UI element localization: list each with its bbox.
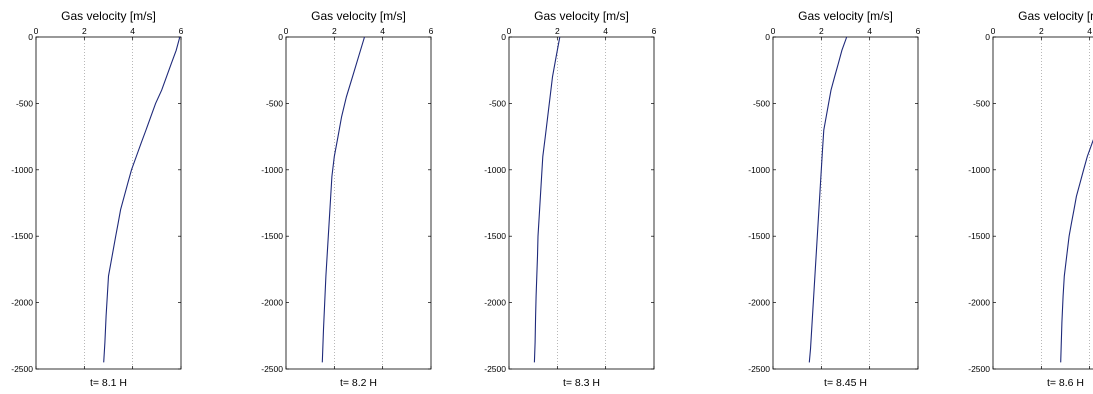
y-tick-label: -2500 (484, 364, 506, 374)
x-tick-label: 0 (34, 26, 39, 36)
chart-title: Gas velocity [m/s] (534, 9, 629, 23)
x-tick-label: 6 (916, 26, 921, 36)
y-tick-label: -500 (973, 98, 990, 108)
plot-frame (508, 36, 655, 370)
y-tick-label: -1500 (11, 231, 33, 241)
chart-panel-2: Gas velocity [m/s] 0 2 4 6 0 -500 -1000 -1500 -20… (261, 9, 433, 389)
y-tick-label: -1500 (484, 231, 506, 241)
x-tick-label: 4 (130, 26, 135, 36)
y-tick-label: -500 (489, 98, 506, 108)
y-tick-label: 0 (28, 32, 33, 42)
plot-frame (285, 36, 432, 370)
time-label: t= 8.2 H (340, 377, 377, 389)
y-tick-label: -2500 (11, 364, 33, 374)
x-tick-label: 6 (179, 26, 184, 36)
chart-panel-5: Gas velocity [m/s]02460-500-1000-1500-20… (968, 9, 1093, 389)
x-tick-label: 2 (82, 26, 87, 36)
y-tick-label: -1500 (748, 231, 770, 241)
y-tick-label: -1000 (968, 165, 990, 175)
y-tick-label: -2000 (484, 298, 506, 308)
x-tick-label: 0 (507, 26, 512, 36)
time-label: t= 8.6 H (1047, 377, 1084, 389)
x-tick-label: 0 (771, 26, 776, 36)
x-tick-label: 2 (1039, 26, 1044, 36)
time-label: t= 8.3 H (563, 377, 600, 389)
y-tick-label: -2500 (261, 364, 283, 374)
chart-panel-4: Gas velocity [m/s] 0 2 4 6 0 -500 -1000 -1500 -20… (748, 9, 920, 389)
y-tick-label: -2000 (261, 298, 283, 308)
x-tick-label: 4 (603, 26, 608, 36)
chart-panel-3: Gas velocity [m/s] 0 2 4 6 0 -500 -1000 -1500 -20… (484, 9, 656, 389)
y-tick-label: -1000 (11, 165, 33, 175)
x-tick-label: 4 (380, 26, 385, 36)
x-tick-label: 2 (555, 26, 560, 36)
y-tick-label: 0 (765, 32, 770, 42)
y-tick-label: -2500 (968, 364, 990, 374)
chart-panel-1: Gas velocity [m/s] 0 2 4 6 0 -500 -1000 -1500 -20… (11, 9, 183, 389)
series-line (808, 36, 848, 363)
y-tick-label: -1000 (484, 165, 506, 175)
x-tick-label: 2 (332, 26, 337, 36)
y-tick-label: -1500 (968, 231, 990, 241)
y-tick-label: -2000 (748, 298, 770, 308)
y-tick-label: -2000 (968, 298, 990, 308)
x-tick-label: 2 (819, 26, 824, 36)
plot-frame (992, 36, 1093, 370)
y-tick-label: 0 (278, 32, 283, 42)
plot-frame (35, 36, 182, 370)
x-tick-label: 4 (1087, 26, 1092, 36)
series-line (533, 36, 561, 363)
y-tick-label: 0 (985, 32, 990, 42)
y-tick-label: -500 (753, 98, 770, 108)
chart-title: Gas velocity [m/s] (798, 9, 893, 23)
x-tick-label: 0 (991, 26, 996, 36)
time-label: t= 8.45 H (824, 377, 867, 389)
chart-title: Gas velocity [m/s] (311, 9, 406, 23)
y-tick-label: -500 (16, 98, 33, 108)
x-tick-label: 0 (284, 26, 289, 36)
series-line (1060, 139, 1093, 363)
y-tick-label: -1000 (261, 165, 283, 175)
series-line (321, 36, 366, 363)
y-tick-label: -2000 (11, 298, 33, 308)
y-tick-label: -1500 (261, 231, 283, 241)
series-line (103, 36, 181, 363)
y-tick-label: -1000 (748, 165, 770, 175)
chart-title: Gas velocity [m/s] (1018, 9, 1093, 23)
y-tick-label: 0 (501, 32, 506, 42)
chart-title: Gas velocity [m/s] (61, 9, 156, 23)
x-tick-label: 4 (867, 26, 872, 36)
y-tick-label: -500 (266, 98, 283, 108)
x-tick-label: 6 (652, 26, 657, 36)
x-tick-label: 6 (429, 26, 434, 36)
plot-frame (772, 36, 919, 370)
time-label: t= 8.1 H (90, 377, 127, 389)
y-tick-label: -2500 (748, 364, 770, 374)
